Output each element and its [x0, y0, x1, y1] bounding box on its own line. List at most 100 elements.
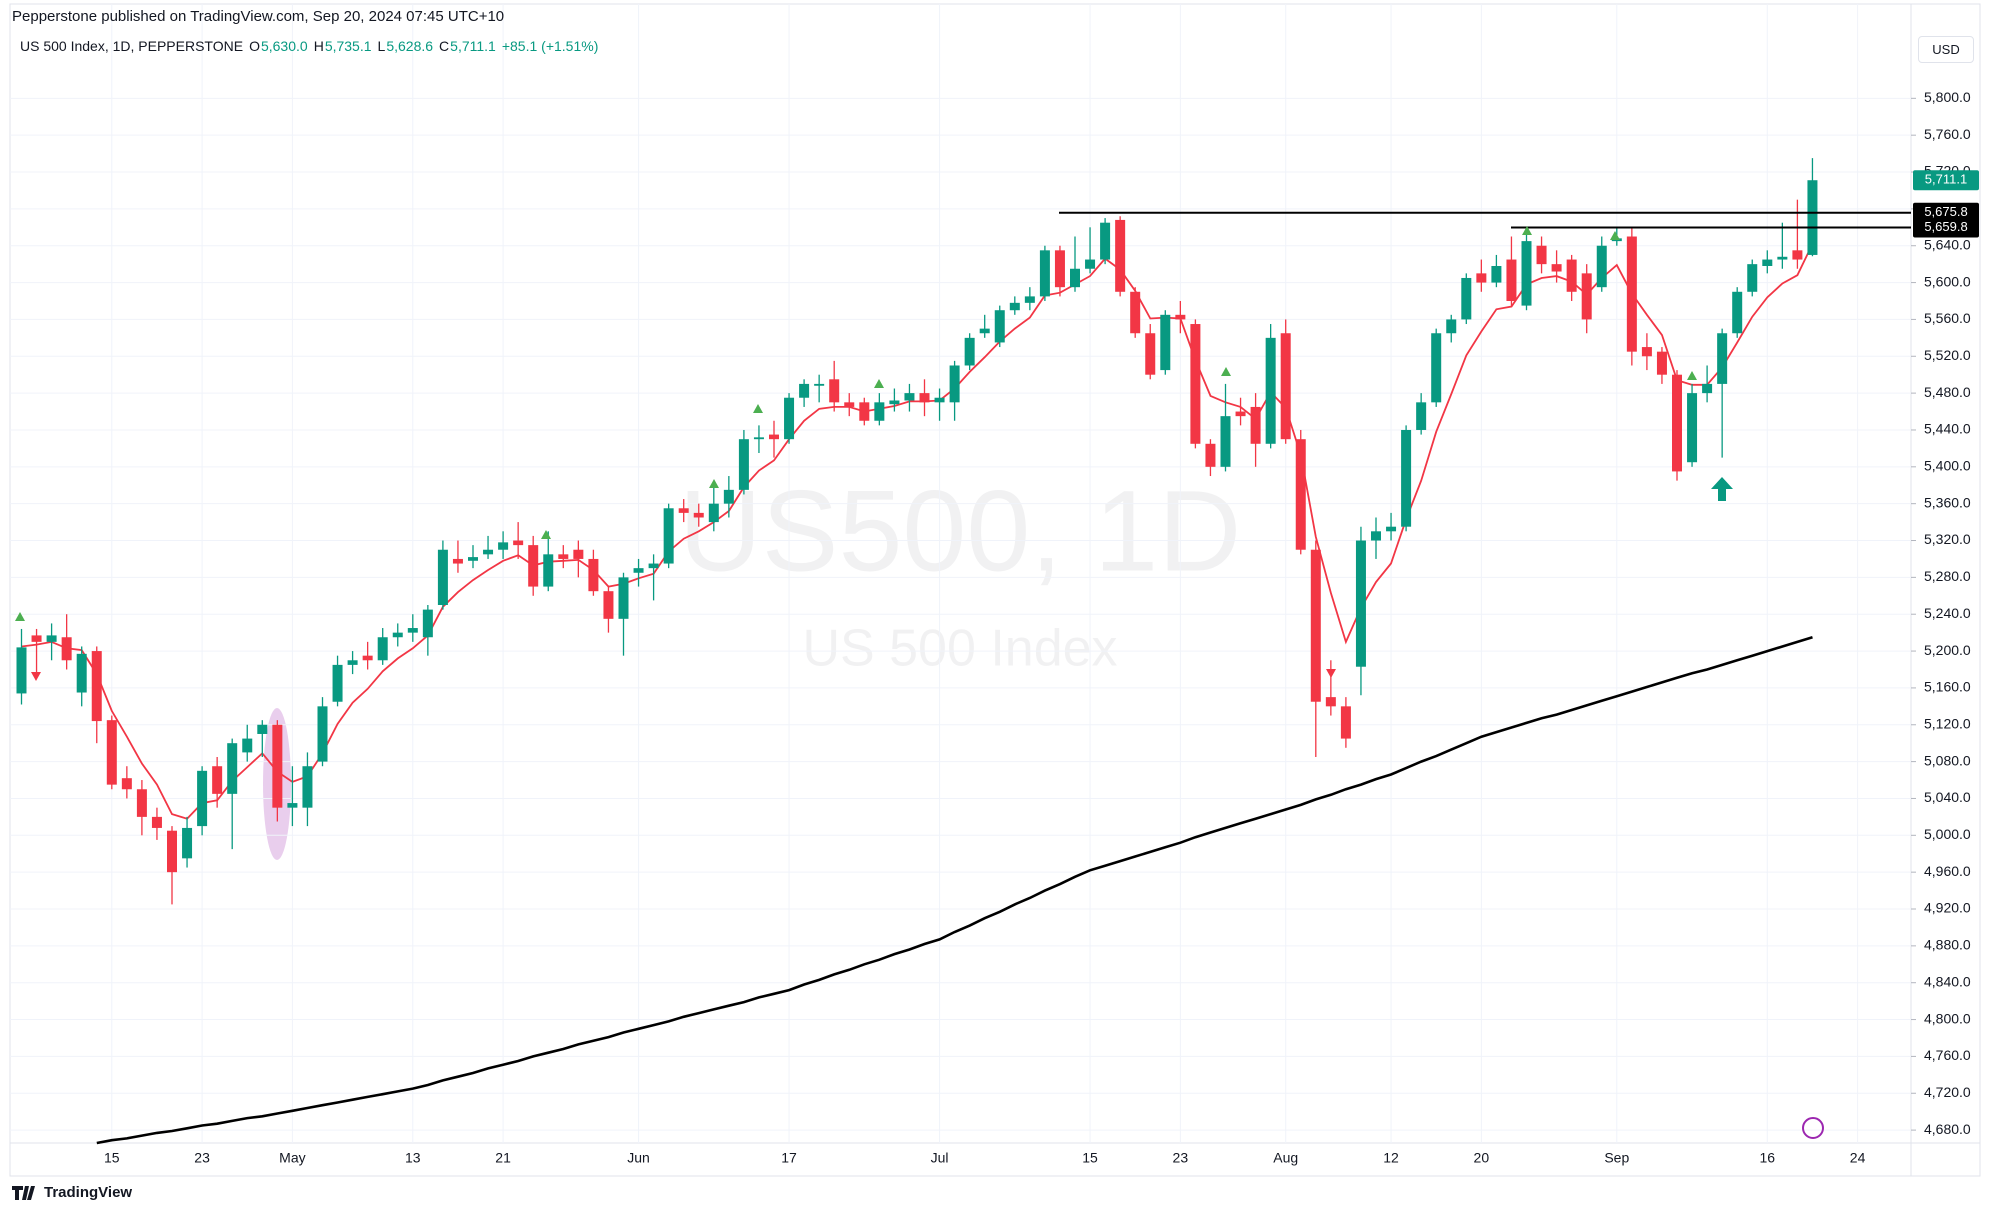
candle-body: [723, 489, 734, 504]
candle-body: [678, 508, 689, 513]
candle-body: [558, 554, 569, 559]
chart-frame: [9, 3, 1981, 1177]
x-tick-label: 17: [781, 1150, 797, 1166]
footer: TradingView: [12, 1184, 132, 1201]
y-tick-label: 5,760.0: [1924, 126, 1971, 142]
candle-body: [422, 609, 433, 638]
candle-body: [46, 635, 57, 642]
candle-body: [753, 437, 764, 440]
candle-body: [1596, 245, 1607, 288]
candle-body: [167, 830, 177, 873]
candle-body: [1762, 259, 1773, 266]
candle-body: [242, 738, 253, 753]
x-tick-label: 23: [1173, 1150, 1189, 1166]
candle-body: [1416, 402, 1427, 430]
candle-body: [1190, 324, 1201, 444]
x-tick-label: 15: [1082, 1150, 1098, 1166]
candle-body: [1401, 429, 1412, 527]
up-marker: [874, 379, 884, 388]
candle-body: [1536, 245, 1547, 265]
candle-body: [693, 512, 704, 518]
x-tick-label: 23: [194, 1150, 210, 1166]
plot: 4,680.0 4,720.0 4,760.0 4,800.0 4,840.0 4,880…: [10, 4, 1979, 1166]
y-tick-label: 5,560.0: [1924, 310, 1971, 326]
ohlc-key: C: [439, 38, 450, 54]
candle-body: [994, 310, 1005, 343]
candle-body: [1024, 296, 1035, 303]
x-tick-label: 16: [1760, 1150, 1776, 1166]
candle-body: [904, 393, 915, 401]
candle-body: [61, 637, 72, 661]
level-label-box: [1913, 217, 1979, 238]
candle-body: [151, 816, 162, 828]
up-marker: [15, 612, 25, 621]
candle-body: [633, 568, 644, 573]
candle-body: [528, 545, 539, 587]
candle-body: [829, 379, 840, 403]
candle-body: [182, 827, 193, 859]
up-marker: [1687, 371, 1697, 380]
candle-body: [1656, 351, 1667, 375]
x-tick-label: 12: [1383, 1150, 1399, 1166]
candle-body: [1431, 333, 1442, 403]
logo: [12, 1185, 35, 1200]
candle-body: [799, 383, 810, 398]
watermark-symbol: US500, 1D: [679, 467, 1242, 595]
candle-body: [889, 400, 900, 405]
candle-body: [392, 632, 403, 638]
level-label: 5,675.8: [1924, 204, 1967, 219]
candle-body: [1792, 250, 1803, 260]
candle-body: [1551, 264, 1562, 272]
y-tick-label: 5,520.0: [1924, 347, 1971, 363]
candle-body: [1687, 393, 1698, 463]
candle-body: [1295, 439, 1306, 550]
candle-body: [919, 393, 930, 403]
candle-body: [1130, 291, 1141, 334]
signal-markers-down: [31, 669, 1336, 681]
candle-body: [603, 591, 614, 619]
candle-body: [1070, 268, 1080, 288]
candle-body: [1235, 411, 1246, 417]
candle-body: [1160, 314, 1171, 371]
candle-body: [874, 402, 885, 421]
candle-body: [76, 653, 87, 693]
y-tick-label: 4,840.0: [1924, 973, 1971, 989]
y-tick-label: 4,960.0: [1924, 863, 1971, 879]
ohlc-key: H: [313, 38, 324, 54]
candle-body: [708, 503, 719, 523]
candle-body: [1566, 259, 1577, 292]
candle-body: [362, 655, 373, 661]
moving-average: [96, 635, 1813, 1145]
legend: US 500 Index, 1D, PEPPERSTONE O 5,630.0 H 5…: [20, 38, 598, 54]
currency-button[interactable]: USD: [1918, 36, 1974, 63]
y-tick-label: 5,080.0: [1924, 752, 1971, 768]
candle-body: [1461, 277, 1472, 320]
candle-body: [1054, 250, 1065, 288]
candle-body: [588, 558, 599, 592]
candle-body: [302, 766, 313, 808]
last-price-box: [1913, 170, 1979, 191]
up-marker: [541, 530, 551, 539]
candle-body: [1641, 347, 1652, 357]
candle-body: [1355, 540, 1366, 667]
candle-body: [1175, 314, 1186, 320]
candle-body: [1009, 302, 1020, 311]
y-tick-label: 5,480.0: [1924, 384, 1971, 400]
candle-body: [227, 743, 238, 794]
ohlc-key: L: [377, 38, 386, 54]
candle-body: [1491, 265, 1502, 283]
candle-body: [934, 397, 945, 403]
y-tick-label: 5,440.0: [1924, 421, 1971, 437]
x-tick-label: Jul: [931, 1150, 949, 1166]
x-tick-label: 24: [1850, 1150, 1866, 1166]
up-marker: [1221, 367, 1231, 376]
candle-body: [1672, 374, 1682, 472]
candle-body: [1250, 406, 1261, 444]
candle-body: [272, 724, 283, 808]
candle-body: [332, 664, 343, 702]
candle-body: [1581, 273, 1592, 320]
alert-icon: [1802, 1117, 1824, 1139]
y-tick-label: 4,760.0: [1924, 1047, 1971, 1063]
x-tick-label: May: [279, 1150, 305, 1166]
ohlc-value: 5,628.6: [386, 38, 434, 54]
